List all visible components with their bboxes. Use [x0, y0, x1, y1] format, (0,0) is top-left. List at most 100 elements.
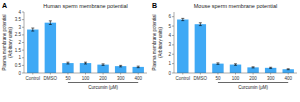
- error-cap: [102, 63, 105, 64]
- x-tick-label: 100: [232, 76, 240, 81]
- x-tick: [85, 73, 86, 75]
- y-tick-label: 3: [18, 25, 21, 30]
- x-tick: [103, 73, 104, 75]
- bar: [80, 63, 91, 73]
- error-bar: [137, 66, 140, 68]
- chart: AHuman sperm membrane potentialPlasma me…: [0, 0, 300, 102]
- x-tick: [200, 73, 201, 75]
- error-cap: [49, 20, 52, 21]
- y-tick: [22, 19, 24, 20]
- error-cap: [252, 67, 255, 68]
- y-tick-label: 0: [168, 71, 171, 76]
- error-cap: [287, 68, 290, 69]
- y-tick: [172, 16, 174, 17]
- bar: [62, 63, 73, 73]
- y-tick: [172, 26, 174, 27]
- error-cap: [119, 65, 122, 66]
- bar: [283, 69, 294, 73]
- error-bar: [84, 62, 87, 64]
- error-cap: [199, 25, 202, 26]
- x-tick-label: 50: [65, 76, 71, 81]
- error-cap: [181, 18, 184, 19]
- panel-label: A: [2, 2, 7, 9]
- bracket: [218, 82, 288, 83]
- x-tick-label: 200: [99, 76, 107, 81]
- x-tick-label: 400: [284, 76, 292, 81]
- y-axis-label-line: (Arbitrary units): [158, 27, 163, 58]
- error-cap: [199, 22, 202, 23]
- y-tick: [22, 27, 24, 28]
- error-cap: [84, 64, 87, 65]
- y-axis-label-line: Plasma membrane potential: [152, 14, 157, 70]
- error-line: [217, 63, 218, 65]
- error-cap: [49, 24, 52, 25]
- bar: [195, 24, 206, 73]
- x-axis-line: [24, 73, 147, 74]
- error-cap: [31, 31, 34, 32]
- y-tick-label: 2: [18, 40, 21, 45]
- error-cap: [252, 66, 255, 67]
- x-tick: [288, 73, 289, 75]
- bars: [27, 21, 144, 73]
- panel-label: B: [152, 2, 157, 9]
- x-tick: [67, 73, 68, 75]
- x-tick-label: Control: [26, 76, 41, 81]
- x-tick: [50, 73, 51, 75]
- panel: B Mouse sperm membrane potential Plasma me…: [152, 2, 297, 90]
- x-tick-label: 100: [82, 76, 90, 81]
- x-tick: [270, 73, 271, 75]
- y-tick-label: 1: [18, 55, 21, 60]
- y-tick-label: 3.5: [15, 17, 22, 22]
- error-bar: [287, 68, 290, 70]
- x-tick-label: DMSO: [44, 76, 58, 81]
- y-tick: [22, 57, 24, 58]
- x-tick: [217, 73, 218, 75]
- error-cap: [234, 65, 237, 66]
- error-bar: [49, 21, 52, 25]
- error-line: [253, 67, 254, 68]
- x-tick: [182, 73, 183, 75]
- y-axis-label: Plasma membrane potential(Arbitrary unit…: [152, 14, 163, 70]
- x-tick-label: 300: [267, 76, 275, 81]
- error-bar: [269, 67, 272, 68]
- error-cap: [66, 62, 69, 63]
- bar: [247, 67, 258, 73]
- y-tick-label: 3: [168, 42, 171, 47]
- error-cap: [234, 63, 237, 64]
- x-tick: [120, 73, 121, 75]
- error-bar: [66, 62, 69, 64]
- y-tick: [22, 42, 24, 43]
- error-cap: [84, 62, 87, 63]
- error-line: [120, 65, 121, 67]
- y-tick: [22, 65, 24, 66]
- y-tick: [172, 35, 174, 36]
- y-tick-label: 2: [168, 52, 171, 57]
- y-tick-label: 0: [18, 71, 21, 76]
- x-tick-label: DMSO: [194, 76, 208, 81]
- x-tick-label: Control: [176, 76, 191, 81]
- error-cap: [216, 62, 219, 63]
- x-axis-label: Curcumin (μM): [88, 85, 118, 90]
- y-axis-label-line: (Arbitrary units): [8, 27, 13, 58]
- error-cap: [269, 68, 272, 69]
- bar: [133, 67, 144, 73]
- error-cap: [287, 69, 290, 70]
- y-tick: [172, 44, 174, 45]
- y-tick-label: 1.5: [15, 48, 22, 53]
- bar: [97, 65, 108, 73]
- bracket: [68, 82, 138, 83]
- title: Mouse sperm membrane potential: [194, 3, 277, 9]
- error-bar: [102, 64, 105, 66]
- x-tick: [235, 73, 236, 75]
- bar: [265, 68, 276, 73]
- x-tick: [32, 73, 33, 75]
- y-tick: [22, 12, 24, 13]
- error-bar: [216, 63, 219, 65]
- y-tick: [172, 54, 174, 55]
- error-line: [270, 67, 271, 68]
- error-line: [235, 64, 236, 66]
- error-cap: [137, 67, 140, 68]
- bar: [45, 23, 56, 73]
- y-tick-label: 5: [168, 24, 171, 29]
- error-line: [138, 66, 139, 68]
